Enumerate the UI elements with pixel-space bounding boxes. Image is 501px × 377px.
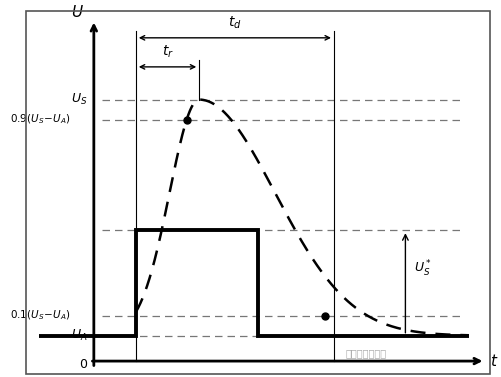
Text: $0.9(U_S\!-\!U_A)$: $0.9(U_S\!-\!U_A)$ — [11, 113, 71, 126]
Text: $t_d$: $t_d$ — [228, 15, 241, 31]
Text: 半导体行业观察: 半导体行业观察 — [345, 348, 386, 358]
Text: $U_S$: $U_S$ — [71, 92, 88, 107]
Text: $t_r$: $t_r$ — [161, 44, 173, 60]
Text: 0: 0 — [80, 358, 88, 371]
Text: $U$: $U$ — [71, 4, 84, 20]
Text: $U_S^*$: $U_S^*$ — [414, 258, 432, 279]
Text: $t$: $t$ — [489, 353, 498, 369]
Text: $U_A$: $U_A$ — [71, 328, 88, 343]
Text: $0.1(U_S\!-\!U_A)$: $0.1(U_S\!-\!U_A)$ — [11, 309, 71, 322]
